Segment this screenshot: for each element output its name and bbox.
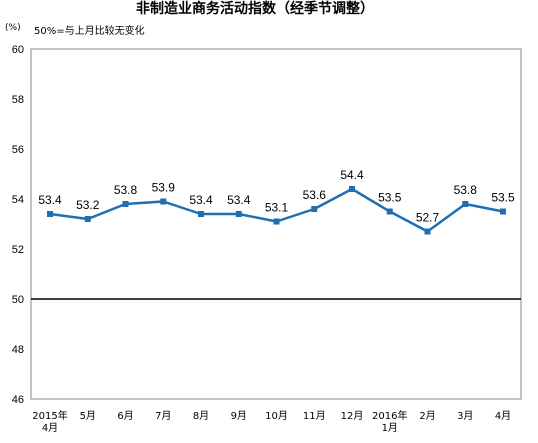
y-tick-label: 52 [12,244,24,256]
series-markers [47,186,506,235]
x-tick-label: 2015年 [32,409,67,422]
data-point [273,218,280,225]
x-tick-label: 11月 [303,410,326,422]
y-tick-label: 56 [12,144,24,156]
data-point [500,208,506,215]
data-label: 54.4 [340,168,364,182]
y-tick-label: 54 [12,194,24,206]
y-unit-label: (%) [5,23,21,33]
x-tick-label: 4月 [42,422,58,434]
data-label: 53.5 [491,191,515,205]
y-tick-label: 48 [12,344,24,356]
x-tick-label: 3月 [457,410,473,422]
data-point [386,208,393,215]
x-tick-label: 1月 [382,422,398,434]
data-point [424,228,431,235]
x-tick-label: 9月 [231,410,247,422]
y-tick-label: 50 [12,294,24,306]
y-tick-label: 60 [12,44,24,56]
data-label: 53.8 [454,183,478,197]
data-label: 53.9 [152,181,176,195]
data-label: 53.6 [303,188,327,202]
x-tick-label: 2016年 [372,409,407,422]
data-point [160,198,167,205]
data-label: 53.4 [189,193,213,207]
y-axis: 46 48 50 52 54 56 58 60 [12,44,24,406]
data-point [311,206,318,212]
data-point [84,216,91,222]
data-point [198,211,204,217]
x-tick-label: 4月 [495,410,511,422]
data-point [122,201,129,207]
data-labels: 53.4 53.2 53.8 53.9 53.4 53.4 53.1 53.6 54.4 53.5… [38,168,515,225]
data-point [462,201,469,207]
reference-note: 50%=与上月比较无变化 [34,24,145,37]
y-tick-label: 46 [12,394,24,406]
data-label: 53.5 [378,191,402,205]
data-point [235,211,242,217]
x-tick-label: 7月 [155,410,171,422]
x-tick-label: 12月 [341,410,364,422]
x-tick-label: 2月 [419,410,435,422]
x-tick-label: 8月 [193,410,209,422]
data-label: 53.2 [76,198,100,212]
data-label: 53.4 [38,193,62,207]
data-label: 53.1 [265,201,289,215]
x-tick-label: 10月 [265,410,288,422]
data-label: 53.8 [114,183,138,197]
y-tick-label: 58 [12,94,24,106]
data-point [349,186,355,192]
x-tick-label: 6月 [117,410,133,422]
data-label: 53.4 [227,193,251,207]
chart-title: 非制造业商务活动指数（经季节调整） [136,0,374,17]
data-point [47,211,53,217]
data-label: 52.7 [416,211,440,225]
x-tick-label: 5月 [80,410,96,422]
